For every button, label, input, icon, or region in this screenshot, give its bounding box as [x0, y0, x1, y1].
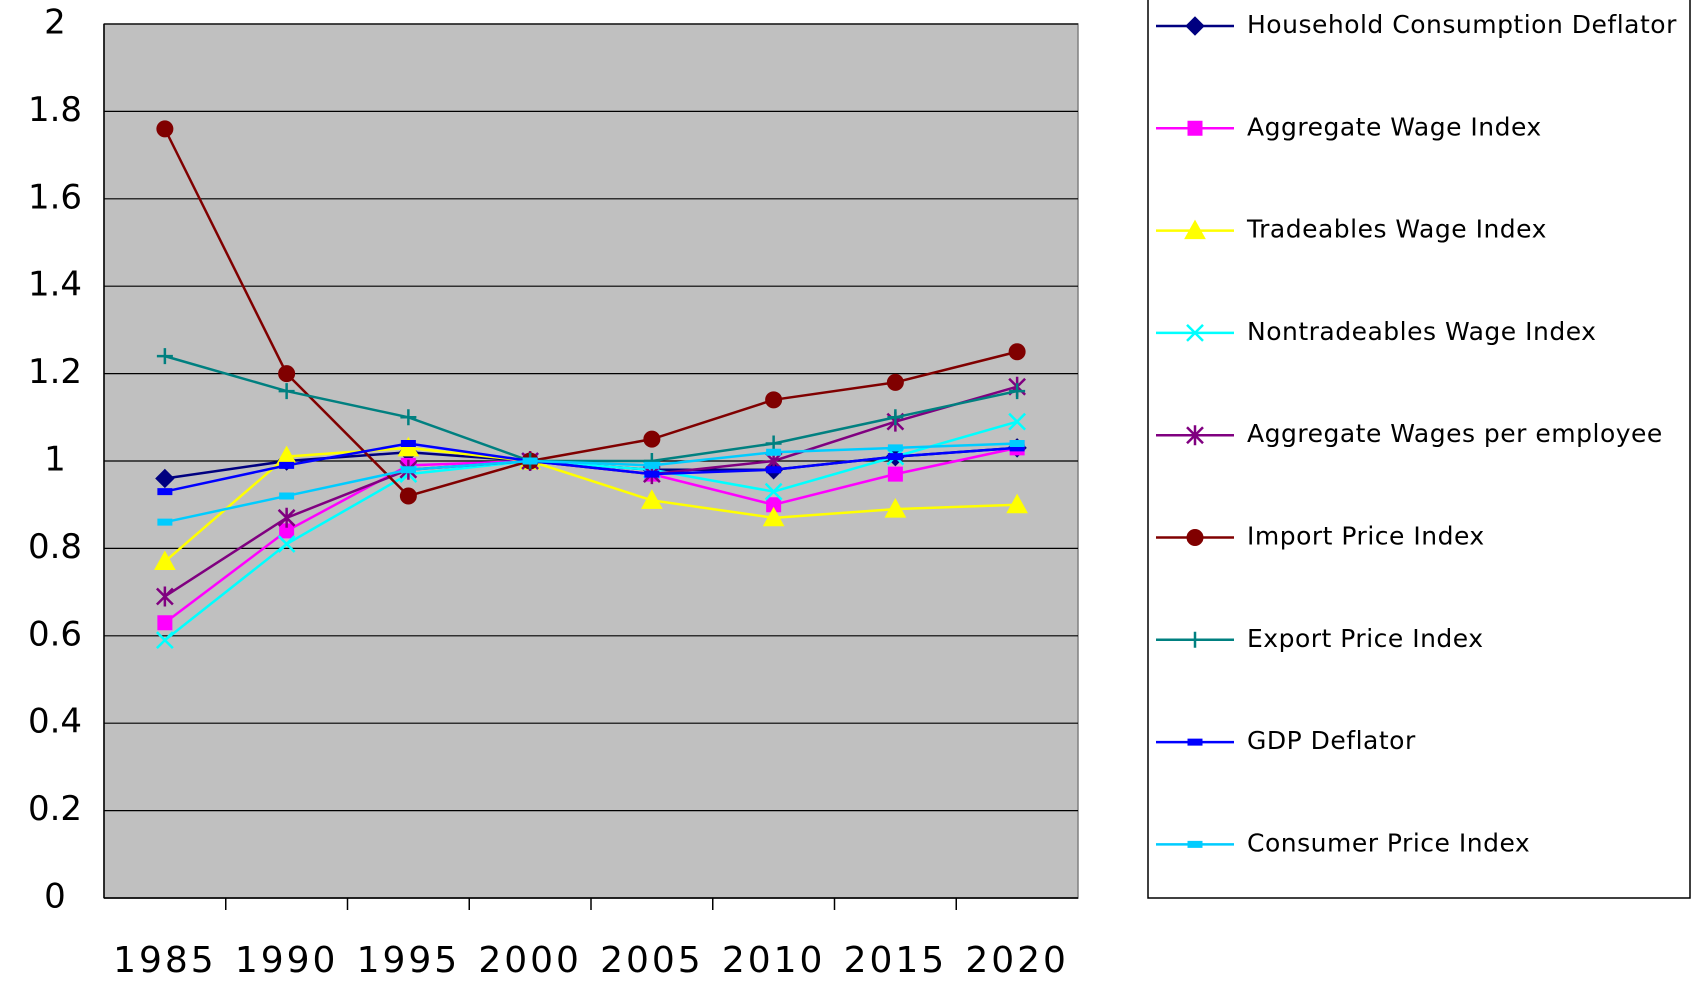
- series-line: [164, 442, 1018, 524]
- marker: [157, 488, 173, 496]
- legend-label: Import Price Index: [1247, 522, 1485, 551]
- marker: [886, 373, 904, 391]
- marker: [157, 615, 173, 631]
- legend-label: Aggregate Wages per employee: [1247, 419, 1663, 448]
- series-line: [164, 446, 1018, 563]
- marker: [399, 487, 417, 505]
- marker: [887, 453, 903, 461]
- y-tick-label: 2: [44, 3, 66, 43]
- marker: [644, 461, 660, 469]
- marker: [641, 489, 663, 509]
- series-line: [164, 420, 1018, 642]
- marker: [1185, 16, 1205, 36]
- marker: [154, 550, 176, 571]
- marker: [155, 468, 175, 489]
- marker: [1009, 383, 1026, 400]
- marker: [1184, 219, 1206, 240]
- marker: [884, 498, 907, 518]
- marker: [1186, 425, 1204, 446]
- x-tick-label: 2005: [600, 940, 704, 981]
- marker: [156, 348, 173, 365]
- marker: [766, 497, 782, 513]
- marker: [1186, 324, 1204, 342]
- marker: [887, 409, 904, 426]
- y-tick-label: 1.8: [28, 90, 82, 130]
- marker: [1187, 120, 1203, 136]
- y-tick-label: 0.8: [28, 527, 82, 567]
- legend-label: Household Consumption Deflator: [1247, 10, 1677, 39]
- y-tick-label: 1.2: [28, 352, 82, 392]
- x-tick-label: 1985: [113, 940, 217, 981]
- marker: [400, 466, 416, 474]
- legend-label: Export Price Index: [1247, 624, 1484, 653]
- marker: [887, 466, 903, 482]
- x-tick-label: 2010: [722, 940, 826, 981]
- marker: [277, 507, 296, 528]
- marker: [156, 120, 174, 138]
- marker: [766, 466, 782, 474]
- marker: [400, 409, 417, 426]
- marker: [1186, 529, 1204, 546]
- legend-label: GDP Deflator: [1247, 726, 1416, 755]
- marker: [644, 470, 660, 478]
- marker: [522, 457, 538, 465]
- marker: [279, 461, 295, 469]
- marker: [278, 383, 295, 400]
- marker: [155, 586, 174, 607]
- marker: [157, 518, 173, 526]
- legend-label: Nontradeables Wage Index: [1247, 317, 1596, 346]
- y-tick-label: 0.6: [28, 614, 82, 654]
- x-tick-label: 2020: [965, 940, 1069, 981]
- x-tick-label: 1990: [235, 940, 339, 981]
- marker: [1187, 631, 1203, 648]
- marker: [1008, 343, 1026, 361]
- marker: [1187, 840, 1203, 848]
- legend-label: Tradeables Wage Index: [1246, 215, 1547, 244]
- legend-label: Aggregate Wage Index: [1247, 112, 1542, 141]
- marker: [277, 535, 296, 553]
- marker: [643, 430, 661, 448]
- marker: [765, 391, 783, 409]
- marker: [278, 365, 296, 383]
- y-tick-label: 0: [44, 877, 66, 917]
- x-tick-label: 1995: [357, 940, 461, 981]
- y-tick-label: 1.4: [28, 265, 82, 305]
- y-tick-label: 1.6: [28, 177, 82, 217]
- series-line: [164, 354, 1018, 463]
- marker: [400, 440, 416, 448]
- y-tick-label: 0.4: [28, 702, 82, 742]
- x-tick-label: 2000: [478, 940, 582, 981]
- series-line: [164, 442, 1018, 493]
- legend-label: Consumer Price Index: [1247, 828, 1530, 857]
- legend: Household Consumption Deflator Aggregate …: [1156, 10, 1677, 857]
- x-tick-label: 2015: [844, 940, 948, 981]
- marker: [766, 448, 782, 456]
- marker: [155, 631, 174, 650]
- marker: [1009, 440, 1025, 448]
- marker: [764, 482, 783, 501]
- marker: [762, 506, 785, 527]
- legend-box: [1147, 0, 1691, 899]
- marker: [887, 444, 903, 452]
- y-tick-label: 0.2: [28, 789, 82, 829]
- marker: [1008, 412, 1027, 431]
- marker: [279, 492, 295, 500]
- y-tick-label: 1: [44, 440, 66, 480]
- marker: [1187, 738, 1203, 746]
- series-line: [163, 128, 1018, 498]
- marker: [1006, 493, 1028, 514]
